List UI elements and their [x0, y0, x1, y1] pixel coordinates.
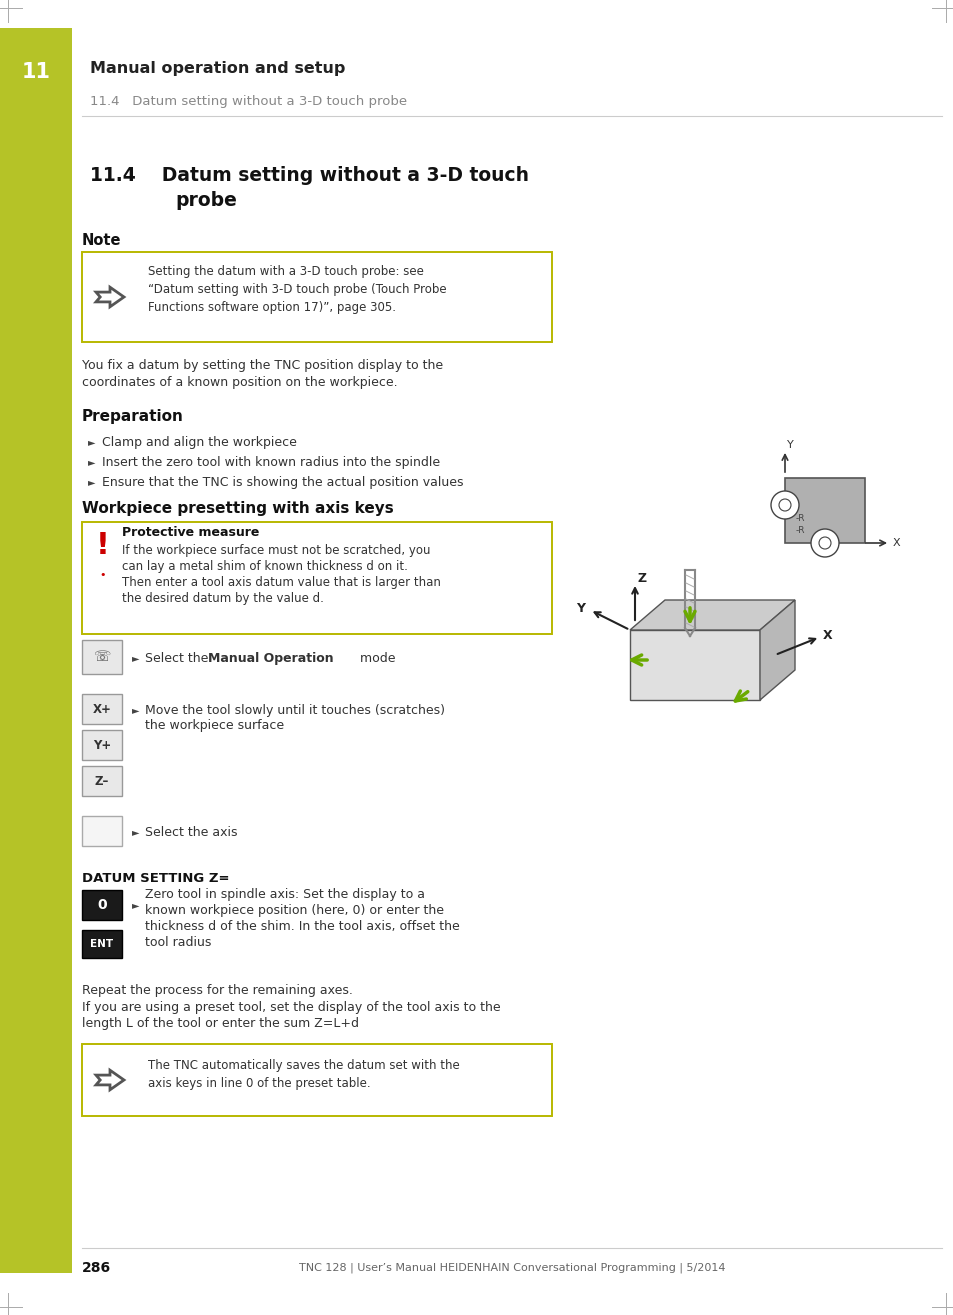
Circle shape: [810, 529, 838, 558]
Polygon shape: [760, 600, 794, 700]
Text: 11.4    Datum setting without a 3-D touch: 11.4 Datum setting without a 3-D touch: [90, 166, 529, 184]
Text: Move the tool slowly until it touches (scratches): Move the tool slowly until it touches (s…: [145, 704, 444, 717]
Text: 11.4   Datum setting without a 3-D touch probe: 11.4 Datum setting without a 3-D touch p…: [90, 95, 407, 108]
Bar: [784, 477, 864, 543]
Polygon shape: [96, 1070, 124, 1090]
Text: thickness d of the shim. In the tool axis, offset the: thickness d of the shim. In the tool axi…: [145, 919, 459, 932]
Text: “Datum setting with 3-D touch probe (Touch Probe: “Datum setting with 3-D touch probe (Tou…: [148, 283, 446, 296]
Text: Preparation: Preparation: [82, 409, 184, 423]
Text: -R: -R: [795, 513, 804, 522]
Polygon shape: [629, 630, 760, 700]
Text: Select the axis: Select the axis: [145, 826, 237, 839]
Bar: [82, 694, 122, 725]
Text: Y+: Y+: [92, 739, 111, 751]
Text: Then enter a tool axis datum value that is larger than: Then enter a tool axis datum value that …: [122, 576, 440, 589]
Text: ☏: ☏: [93, 650, 111, 664]
Text: the desired datum by the value d.: the desired datum by the value d.: [122, 592, 323, 605]
Text: Y: Y: [576, 601, 584, 614]
Text: TNC 128 | User’s Manual HEIDENHAIN Conversational Programming | 5/2014: TNC 128 | User’s Manual HEIDENHAIN Conve…: [298, 1262, 724, 1273]
Bar: [82, 767, 122, 796]
Text: coordinates of a known position on the workpiece.: coordinates of a known position on the w…: [82, 376, 397, 388]
Bar: [82, 1044, 552, 1116]
Circle shape: [818, 537, 830, 548]
Text: known workpiece position (here, 0) or enter the: known workpiece position (here, 0) or en…: [145, 903, 443, 917]
Bar: [82, 890, 122, 920]
Text: Workpiece presetting with axis keys: Workpiece presetting with axis keys: [82, 501, 394, 515]
Bar: [82, 640, 122, 675]
Text: Repeat the process for the remaining axes.: Repeat the process for the remaining axe…: [82, 984, 353, 997]
Text: X+: X+: [92, 702, 112, 715]
Text: Manual Operation: Manual Operation: [208, 651, 334, 664]
Text: Select the: Select the: [145, 651, 213, 664]
Bar: [82, 252, 552, 342]
Text: The TNC automatically saves the datum set with the: The TNC automatically saves the datum se…: [148, 1059, 459, 1072]
Text: DATUM SETTING Z=: DATUM SETTING Z=: [82, 872, 230, 885]
Bar: [82, 522, 552, 634]
Text: axis keys in line 0 of the preset table.: axis keys in line 0 of the preset table.: [148, 1077, 370, 1090]
Text: tool radius: tool radius: [145, 935, 212, 948]
Text: -R: -R: [795, 526, 804, 534]
Text: Protective measure: Protective measure: [122, 526, 259, 539]
Text: 11: 11: [22, 62, 51, 82]
Text: ►: ►: [132, 654, 139, 663]
Bar: [82, 730, 122, 760]
Circle shape: [779, 498, 790, 512]
Circle shape: [770, 490, 799, 519]
Polygon shape: [629, 600, 794, 630]
Text: Functions software option 17)”, page 305.: Functions software option 17)”, page 305…: [148, 301, 395, 313]
Text: length L of the tool or enter the sum Z=L+d: length L of the tool or enter the sum Z=…: [82, 1018, 358, 1031]
Bar: [82, 930, 122, 959]
Text: You fix a datum by setting the TNC position display to the: You fix a datum by setting the TNC posit…: [82, 359, 442, 372]
Text: probe: probe: [174, 191, 236, 209]
Text: mode: mode: [355, 651, 395, 664]
Text: ►: ►: [132, 827, 139, 838]
Text: X: X: [822, 629, 832, 642]
Bar: [0, 28, 71, 1273]
Text: If you are using a preset tool, set the display of the tool axis to the: If you are using a preset tool, set the …: [82, 1001, 500, 1014]
Text: !: !: [96, 530, 110, 559]
Text: 0: 0: [97, 898, 107, 913]
Polygon shape: [96, 287, 124, 306]
Text: Z: Z: [638, 572, 646, 584]
Text: If the workpiece surface must not be scratched, you: If the workpiece surface must not be scr…: [122, 543, 430, 556]
Text: ►: ►: [88, 458, 95, 467]
Text: Y: Y: [786, 441, 793, 450]
Text: Setting the datum with a 3-D touch probe: see: Setting the datum with a 3-D touch probe…: [148, 264, 423, 277]
Text: ►: ►: [88, 477, 95, 487]
Text: can lay a metal shim of known thickness d on it.: can lay a metal shim of known thickness …: [122, 559, 408, 572]
Text: Clamp and align the workpiece: Clamp and align the workpiece: [102, 435, 296, 448]
Text: Zero tool in spindle axis: Set the display to a: Zero tool in spindle axis: Set the displ…: [145, 888, 424, 901]
Bar: [82, 817, 122, 846]
Text: ENT: ENT: [91, 939, 113, 949]
Text: ►: ►: [88, 437, 95, 447]
Text: Note: Note: [82, 233, 121, 247]
Text: the workpiece surface: the workpiece surface: [145, 718, 284, 731]
Text: Ensure that the TNC is showing the actual position values: Ensure that the TNC is showing the actua…: [102, 476, 463, 488]
Text: •: •: [100, 569, 106, 580]
Text: ►: ►: [132, 899, 139, 910]
Text: X: X: [892, 538, 900, 548]
Text: Manual operation and setup: Manual operation and setup: [90, 60, 345, 75]
Text: Insert the zero tool with known radius into the spindle: Insert the zero tool with known radius i…: [102, 455, 439, 468]
Text: 286: 286: [82, 1261, 111, 1276]
Text: Z–: Z–: [94, 775, 109, 788]
Text: ►: ►: [132, 705, 139, 715]
